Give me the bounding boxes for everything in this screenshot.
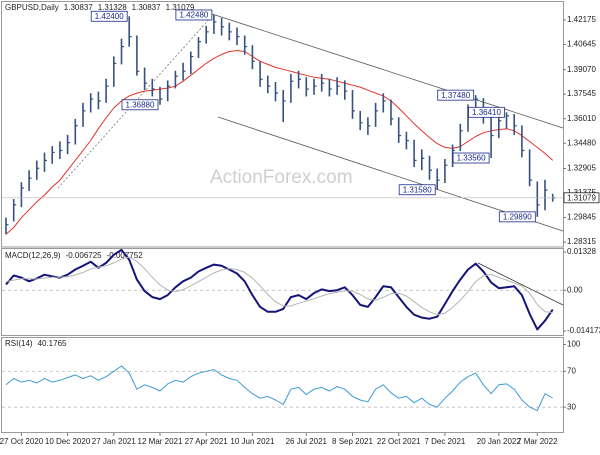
y-tick-label: 1.34480 <box>567 138 596 147</box>
header-value: 40.1765 <box>38 339 67 348</box>
y-tick-label: 0.00 <box>567 285 583 294</box>
macd-panel-frame <box>1 248 564 336</box>
annotation-box <box>498 211 536 223</box>
annotation-box <box>398 184 436 196</box>
x-tick-label: 8 Sep 2021 <box>332 437 373 446</box>
x-tick-label: 22 Oct 2021 <box>377 437 421 446</box>
annotation-box <box>121 99 159 111</box>
x-tick-label: 12 Mar 2021 <box>138 437 183 446</box>
annotation-box <box>452 152 490 164</box>
y-tick-label: 1.28315 <box>567 237 596 246</box>
y-tick-label: 100 <box>567 340 581 349</box>
plot-layer: 1.42175 1.40645 1.39070 1.37545 1.36010 1.344… <box>0 3 600 446</box>
current-price-box <box>563 192 600 204</box>
price-panel-frame <box>1 1 564 248</box>
header-value: 1.30837 <box>64 3 93 12</box>
rsi-panel-frame <box>1 337 564 433</box>
macd-trendline <box>477 262 564 306</box>
header-value: 1.30837 <box>132 3 161 12</box>
x-tick-label: 10 Jun 2021 <box>230 437 275 446</box>
current-price-label: 1.31079 <box>567 193 596 202</box>
annotation-box <box>90 10 128 22</box>
panel-title: MACD(12,26,9) <box>5 251 61 260</box>
y-tick-label: 70 <box>567 366 576 375</box>
annotation-label: 1.29890 <box>503 212 532 221</box>
x-tick-label: 20 Jan 2022 <box>477 437 522 446</box>
moving-average <box>5 50 554 235</box>
annotation-label: 1.31580 <box>403 185 432 194</box>
y-tick-label: -0.014173 <box>567 326 600 335</box>
x-tick-label: 27 Oct 2020 <box>0 437 44 446</box>
annotation-label: 1.37480 <box>441 91 470 100</box>
annotation-label: 1.36410 <box>472 108 501 117</box>
y-tick-label: 1.42175 <box>567 15 596 24</box>
y-tick-label: 1.36010 <box>567 114 596 123</box>
y-tick-label: 1.37545 <box>567 89 596 98</box>
annotation-box <box>468 106 505 118</box>
panel-title: RSI(14) <box>5 339 33 348</box>
header-value: 1.31079 <box>166 3 195 12</box>
y-tick-label: 0.01328 <box>567 247 596 256</box>
annotation-box <box>175 9 213 21</box>
x-tick-label: 27 Jan 2021 <box>92 437 137 446</box>
annotation-label: 1.33560 <box>457 154 486 163</box>
series-line <box>5 256 553 316</box>
x-tick-label: 26 Jul 2021 <box>286 437 328 446</box>
trendline-dotted <box>57 15 213 189</box>
annotation-box <box>437 89 475 101</box>
series-line <box>5 248 554 331</box>
x-tick-label: 7 Dec 2021 <box>424 437 465 446</box>
x-tick-label: 7 Mar 2022 <box>517 437 558 446</box>
y-tick-label: 1.29845 <box>567 213 596 222</box>
header-value: 1.31328 <box>98 3 127 12</box>
annotation-label: 1.42480 <box>179 11 208 20</box>
panel-title: GBPUSD,Daily <box>5 3 59 12</box>
y-tick-label: 30 <box>567 402 576 411</box>
y-tick-label: 1.40645 <box>567 40 596 49</box>
y-tick-label: 1.39070 <box>567 65 596 74</box>
x-tick-label: 27 Apr 2021 <box>185 437 229 446</box>
watermark: ActionForex.com <box>210 167 353 188</box>
annotation-label: 1.42400 <box>95 12 124 21</box>
series-line <box>5 365 553 412</box>
annotation-label: 1.36880 <box>126 100 155 109</box>
y-tick-label: 1.32905 <box>567 164 596 173</box>
header-value: -0.006725 <box>66 251 103 260</box>
x-tick-label: 10 Dec 2020 <box>45 437 91 446</box>
